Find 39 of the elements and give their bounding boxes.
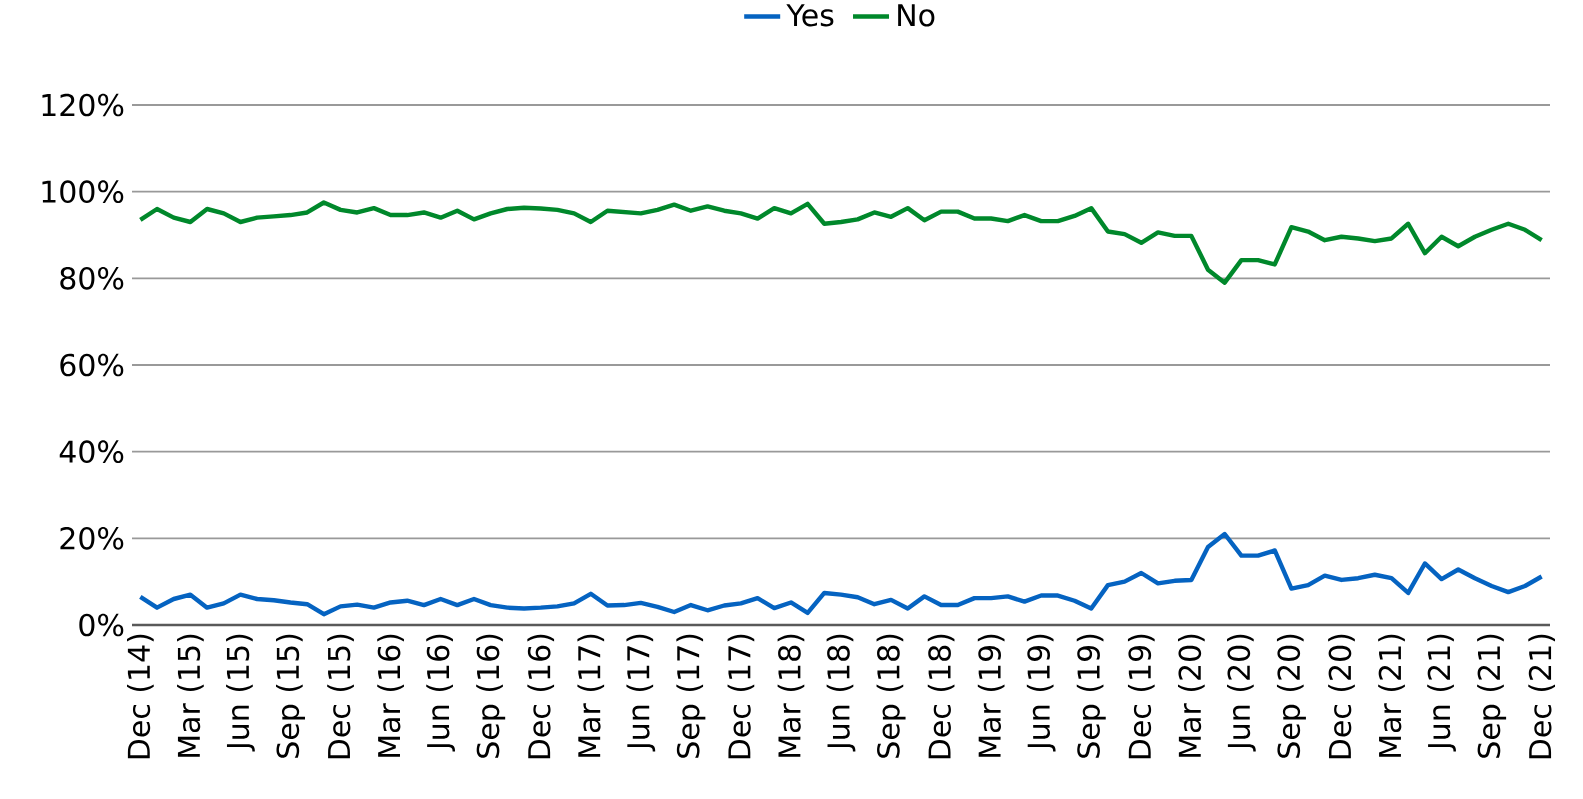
x-tick-label: Dec (20) xyxy=(1328,634,1355,759)
x-tick-label: Jun (19) xyxy=(1026,634,1056,752)
legend-label: No xyxy=(898,4,935,27)
x-tick-label: Mar (18) xyxy=(777,634,805,757)
x-tick-label: Dec (19) xyxy=(1127,634,1155,759)
y-tick-label: 60% xyxy=(60,353,124,377)
x-tick-label: Jun (18) xyxy=(826,634,856,752)
x-tick-label: Jun (15) xyxy=(226,634,255,752)
x-tick-label: Dec (18) xyxy=(927,634,955,759)
x-tick-label: Sep (20) xyxy=(1276,634,1306,758)
x-tick-label: Mar (15) xyxy=(177,634,204,757)
y-tick-label: 40% xyxy=(59,440,124,464)
x-tick-label: Dec (14) xyxy=(127,634,154,759)
x-tick-label: Jun (16) xyxy=(426,634,455,752)
x-tick-label: Dec (15) xyxy=(327,634,354,759)
x-tick-label: Sep (16) xyxy=(476,634,506,758)
x-tick-label: Sep (19) xyxy=(1076,634,1106,758)
x-tick-label: Mar (21) xyxy=(1378,634,1405,757)
x-tick-label: Jun (17) xyxy=(626,634,656,752)
y-tick-label: 0% xyxy=(79,613,124,637)
y-tick-label: 80% xyxy=(60,266,124,290)
y-tick-label: 20% xyxy=(60,526,124,550)
legend-label: Yes xyxy=(786,4,834,27)
x-tick-label: Mar (20) xyxy=(1177,634,1205,757)
y-tick-label: 120% xyxy=(42,93,124,117)
x-tick-label: Jun (20) xyxy=(1227,634,1256,752)
y-tick-label: 100% xyxy=(42,180,124,204)
x-tick-label: Mar (17) xyxy=(577,634,605,757)
x-tick-label: Sep (18) xyxy=(876,634,906,758)
x-tick-label: Mar (19) xyxy=(977,634,1005,757)
x-tick-label: Mar (16) xyxy=(377,634,404,757)
x-tick-label: Dec (21) xyxy=(1528,634,1556,759)
x-tick-label: Dec (16) xyxy=(527,634,555,759)
x-tick-label: Sep (17) xyxy=(676,634,706,758)
x-tick-label: Jun (21) xyxy=(1427,634,1456,752)
x-tick-label: Sep (15) xyxy=(276,634,305,758)
x-tick-label: Sep (21) xyxy=(1477,634,1507,758)
x-tick-label: Dec (17) xyxy=(727,634,755,759)
line-series xyxy=(138,531,1544,617)
